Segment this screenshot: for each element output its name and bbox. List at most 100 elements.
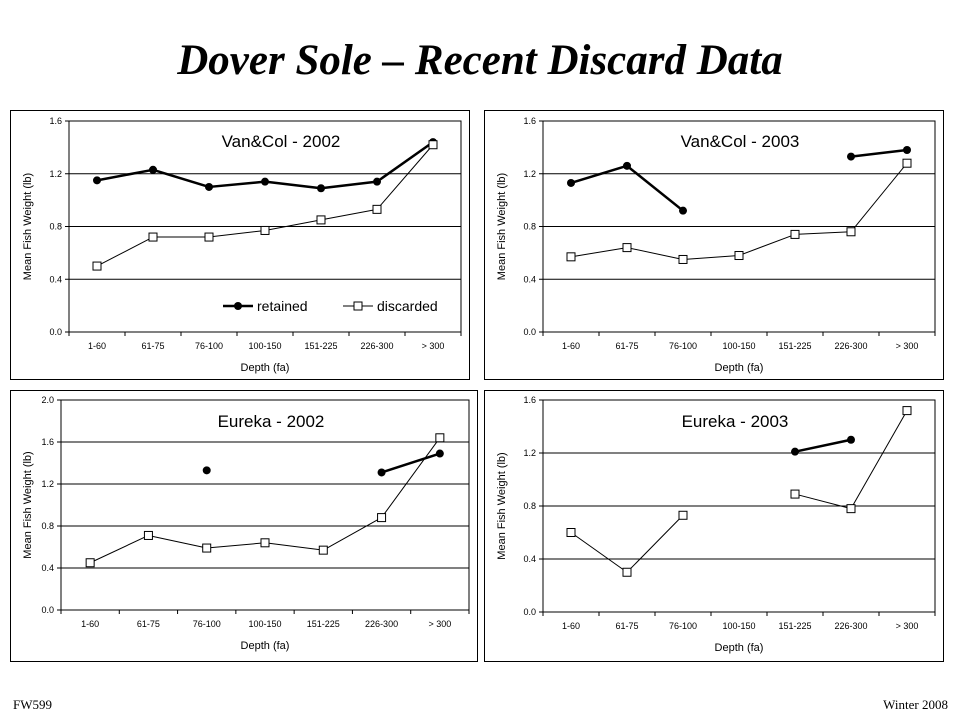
point-discarded bbox=[734, 251, 744, 261]
point-retained bbox=[435, 449, 444, 458]
series-line-discarded bbox=[96, 144, 434, 267]
chart-panel-vancol-2002: 0.0 0.4 0.8 1.2 1.6 1-60 61-75 76-100 100-150 151… bbox=[10, 110, 470, 380]
x-tick-label: > 300 bbox=[896, 341, 919, 351]
point-discarded bbox=[902, 406, 912, 416]
series-line-discarded bbox=[570, 162, 908, 260]
point-discarded bbox=[790, 489, 800, 499]
point-retained bbox=[847, 152, 855, 161]
x-tick-label: > 300 bbox=[422, 341, 445, 351]
footer-term: Winter 2008 bbox=[883, 697, 948, 712]
x-tick-label: 226-300 bbox=[834, 621, 867, 631]
point-discarded bbox=[902, 158, 912, 168]
chart-title: Van&Col - 2002 bbox=[222, 132, 341, 151]
point-discarded bbox=[678, 510, 688, 520]
x-tick-label: 76-100 bbox=[195, 341, 223, 351]
x-tick-label: 226-300 bbox=[360, 341, 393, 351]
chart-panel-vancol-2003: 0.0 0.4 0.8 1.2 1.6 1-60 61-75 76-100 100-150 151… bbox=[484, 110, 944, 380]
x-tick-label: 100-150 bbox=[722, 341, 755, 351]
y-tick-label: 1.6 bbox=[523, 116, 536, 126]
x-tick-label: 226-300 bbox=[365, 619, 398, 629]
y-tick-label: 0.0 bbox=[49, 327, 62, 337]
y-tick-label: 1.2 bbox=[523, 448, 536, 458]
x-tick-label: 151-225 bbox=[778, 341, 811, 351]
chart-panel-eureka-2003: 0.0 0.4 0.8 1.2 1.6 1-60 61-75 76-100 100-150 151… bbox=[484, 390, 944, 662]
x-axis-label: Depth (fa) bbox=[715, 642, 764, 654]
series-line-retained bbox=[570, 164, 684, 212]
x-tick-label: 100-150 bbox=[248, 619, 281, 629]
point-discarded bbox=[377, 513, 387, 523]
point-discarded bbox=[622, 243, 632, 253]
legend-label-retained: retained bbox=[257, 298, 308, 314]
x-tick-label: 1-60 bbox=[562, 621, 580, 631]
y-tick-label: 1.2 bbox=[49, 169, 62, 179]
x-tick-label: 226-300 bbox=[834, 341, 867, 351]
point-discarded bbox=[846, 504, 856, 514]
series-line-discarded bbox=[570, 514, 684, 573]
point-retained bbox=[373, 177, 381, 186]
y-axis-label: Mean Fish Weight (lb) bbox=[22, 173, 34, 280]
plot-area bbox=[542, 120, 936, 333]
plot-area bbox=[68, 120, 462, 333]
point-retained bbox=[623, 161, 631, 170]
chart-vancol-2003: 0.0 0.4 0.8 1.2 1.6 1-60 61-75 76-100 100-150 151… bbox=[496, 116, 936, 374]
legend-marker-retained bbox=[234, 302, 242, 310]
y-tick-label: 0.8 bbox=[523, 222, 536, 232]
y-tick-label: 1.6 bbox=[523, 395, 536, 405]
point-retained bbox=[202, 466, 211, 475]
point-discarded bbox=[92, 261, 102, 271]
chart-title: Eureka - 2002 bbox=[218, 412, 325, 431]
x-tick-label: 1-60 bbox=[562, 341, 580, 351]
x-axis-label: Depth (fa) bbox=[715, 362, 764, 374]
point-discarded bbox=[622, 567, 632, 577]
point-retained bbox=[377, 468, 386, 477]
point-retained bbox=[261, 177, 269, 186]
x-tick-label: 61-75 bbox=[141, 341, 164, 351]
x-tick-label: 1-60 bbox=[88, 341, 106, 351]
chart-title: Van&Col - 2003 bbox=[681, 132, 800, 151]
chart-title: Eureka - 2003 bbox=[682, 412, 789, 431]
chart-panel-eureka-2002: 0.0 0.4 0.8 1.2 1.6 2.0 1-60 61-75 76-100 100-150… bbox=[10, 390, 478, 662]
point-discarded bbox=[260, 538, 270, 548]
legend-marker-discarded bbox=[353, 301, 363, 311]
x-tick-label: 61-75 bbox=[137, 619, 160, 629]
y-tick-label: 0.4 bbox=[523, 554, 536, 564]
point-discarded bbox=[846, 227, 856, 237]
y-tick-label: 1.6 bbox=[41, 437, 54, 447]
x-tick-label: 61-75 bbox=[615, 621, 638, 631]
legend-label-discarded: discarded bbox=[377, 298, 438, 314]
point-discarded bbox=[148, 232, 158, 242]
series-line-retained bbox=[794, 438, 852, 453]
x-tick-label: 1-60 bbox=[81, 619, 99, 629]
y-axis-label: Mean Fish Weight (lb) bbox=[496, 173, 508, 280]
x-tick-label: 100-150 bbox=[248, 341, 281, 351]
point-retained bbox=[93, 176, 101, 185]
plot-area bbox=[542, 399, 936, 613]
series-line-discarded bbox=[794, 410, 908, 510]
y-tick-label: 0.4 bbox=[523, 274, 536, 284]
y-tick-label: 0.8 bbox=[49, 222, 62, 232]
y-tick-label: 1.6 bbox=[49, 116, 62, 126]
point-retained bbox=[847, 435, 855, 444]
point-discarded bbox=[260, 225, 270, 235]
y-axis-label: Mean Fish Weight (lb) bbox=[496, 452, 508, 559]
y-tick-label: 1.2 bbox=[523, 169, 536, 179]
x-tick-label: 61-75 bbox=[615, 341, 638, 351]
x-tick-label: > 300 bbox=[428, 619, 451, 629]
x-tick-label: 76-100 bbox=[193, 619, 221, 629]
point-retained bbox=[679, 206, 687, 215]
x-tick-label: 76-100 bbox=[669, 621, 697, 631]
point-discarded bbox=[318, 545, 328, 555]
y-axis-label: Mean Fish Weight (lb) bbox=[22, 451, 34, 558]
x-tick-label: 151-225 bbox=[304, 341, 337, 351]
plot-area bbox=[60, 399, 470, 611]
series-line-retained bbox=[850, 148, 908, 158]
point-discarded bbox=[372, 204, 382, 214]
y-tick-label: 0.0 bbox=[523, 607, 536, 617]
x-tick-label: 151-225 bbox=[307, 619, 340, 629]
chart-vancol-2002: 0.0 0.4 0.8 1.2 1.6 1-60 61-75 76-100 100-150 151… bbox=[22, 116, 462, 374]
x-axis-label: Depth (fa) bbox=[241, 640, 290, 652]
y-tick-label: 0.4 bbox=[49, 274, 62, 284]
x-tick-label: 151-225 bbox=[778, 621, 811, 631]
y-tick-label: 0.4 bbox=[41, 563, 54, 573]
x-axis-label: Depth (fa) bbox=[241, 362, 290, 374]
